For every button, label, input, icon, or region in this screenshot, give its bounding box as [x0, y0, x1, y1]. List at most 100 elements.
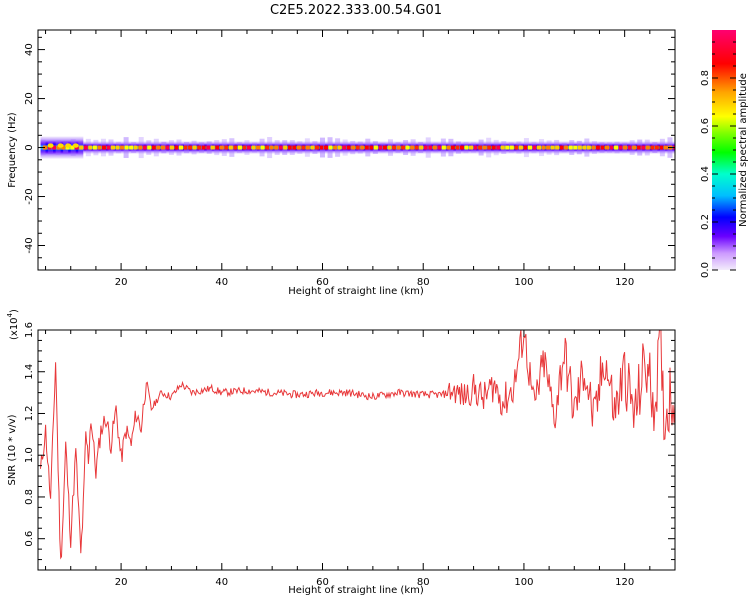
- ridge-hotspot: [269, 145, 274, 150]
- x-tick-label: 80: [417, 577, 430, 588]
- colorbar-tick-label: 0.8: [700, 70, 711, 86]
- ridge-hotspot: [61, 145, 66, 150]
- ridge-hotspot: [555, 145, 560, 150]
- ridge-hotspot: [88, 145, 93, 150]
- multiplier-base: (x10: [9, 317, 20, 340]
- colorbar: 0.0 0.2 0.4 0.6 0.8 Normalized spectral ampl…: [700, 30, 749, 278]
- ridge-hotspot: [627, 145, 632, 150]
- y-tick-label: 20: [24, 92, 35, 105]
- ridge-hotspot: [165, 145, 170, 150]
- ridge-hotspot: [287, 145, 292, 150]
- ridge-hotspot: [79, 145, 84, 150]
- ridge-hotspot: [296, 145, 301, 150]
- x-tick-label: 60: [316, 277, 329, 288]
- y-tick-label: 1.2: [24, 406, 35, 422]
- ridge-hotspot: [314, 145, 319, 150]
- ridge-hotspot: [92, 145, 97, 150]
- snr-series-line: [40, 330, 675, 560]
- ridge-hotspot: [178, 145, 183, 150]
- spectrogram-ticks: 20 40 60 80 100 120 -40 -20 0 20 40: [24, 30, 676, 288]
- ridge-hotspot: [373, 145, 378, 150]
- ridge-hotspot: [47, 143, 54, 148]
- ridge-hotspot: [369, 145, 374, 150]
- ridge-hotspot: [582, 145, 587, 150]
- y-tick-label: 0: [24, 144, 35, 150]
- x-tick-label: 120: [615, 577, 634, 588]
- ridge-fringe: [63, 142, 69, 153]
- y-tick-label: 0.8: [24, 489, 35, 505]
- ridge-hotspot: [278, 145, 283, 150]
- ridge-hotspot: [283, 145, 288, 150]
- ridge-hotspot: [654, 145, 659, 150]
- ridge-hotspot: [115, 145, 120, 150]
- multiplier-exp: 4: [6, 312, 14, 317]
- ridge-hotspot: [151, 145, 156, 150]
- ridge-hotspot: [219, 145, 224, 150]
- ridge-hotspot: [663, 145, 668, 150]
- ridge-hotspot: [609, 145, 614, 150]
- ridge-hotspot: [70, 145, 75, 150]
- y-tick-label: 40: [24, 43, 35, 56]
- ridge-hotspot: [455, 145, 460, 150]
- snr-ylabel: SNR (10 * v/v): [7, 414, 18, 485]
- ridge-hotspot: [124, 145, 129, 150]
- ridge-hotspot: [120, 145, 125, 150]
- ridge-hotspot: [251, 145, 256, 150]
- ridge-hotspot: [210, 145, 215, 150]
- ridge-hotspot: [478, 145, 483, 150]
- ridge-hotspot: [532, 145, 537, 150]
- ridge-hotspot: [659, 145, 664, 150]
- ridge-hotspot: [573, 145, 578, 150]
- ridge-hotspot: [632, 145, 637, 150]
- ridge-hotspot: [197, 145, 202, 150]
- ridge-hotspot: [65, 143, 72, 148]
- ridge-hotspot: [450, 145, 455, 150]
- ridge-fringe: [652, 142, 658, 153]
- ridge-fringe: [629, 140, 635, 155]
- ridge-hotspot: [423, 145, 428, 150]
- ridge-hotspot: [52, 145, 57, 150]
- ridge-fringe: [153, 138, 159, 157]
- ridge-hotspot: [614, 145, 619, 150]
- ridge-hotspot: [496, 145, 501, 150]
- ridge-hotspot: [147, 145, 152, 150]
- ridge-hotspot: [387, 145, 392, 150]
- ridge-hotspot: [568, 145, 573, 150]
- ridge-fringe: [289, 140, 295, 155]
- ridge-hotspot: [106, 145, 111, 150]
- ridge-hotspot: [618, 145, 623, 150]
- ridge-hotspot: [636, 145, 641, 150]
- ridge-fringe: [516, 141, 522, 154]
- ridge-hotspot: [351, 145, 356, 150]
- ridge-fringe: [561, 142, 567, 153]
- ridge-fringe: [539, 139, 545, 157]
- ridge-hotspot: [382, 145, 387, 150]
- ridge-fringe: [221, 139, 227, 156]
- colorbar-ticks: 0.0 0.2 0.4 0.6 0.8: [700, 41, 736, 278]
- ridge-hotspot: [228, 145, 233, 150]
- ridge-hotspot: [224, 145, 229, 150]
- ridge-hotspot: [428, 145, 433, 150]
- ridge-hotspot: [328, 145, 333, 150]
- ridge-hotspot: [605, 145, 610, 150]
- colorbar-tick-label: 0.4: [700, 166, 711, 182]
- x-tick-label: 80: [417, 277, 430, 288]
- ridge-hotspot: [57, 143, 64, 148]
- ridge-hotspot: [206, 145, 211, 150]
- ridge-hotspot: [586, 145, 591, 150]
- figure-title: C2E5.2022.333.00.54.G01: [270, 3, 442, 18]
- ridge-hotspot: [174, 145, 179, 150]
- ridge-hotspot: [527, 145, 532, 150]
- spectrogram-frame: [37, 29, 676, 271]
- x-tick-label: 20: [115, 277, 128, 288]
- ridge-hotspot: [201, 145, 206, 150]
- ridge-fringe: [448, 138, 454, 157]
- ridge-hotspot: [364, 145, 369, 150]
- ridge-hotspot: [133, 145, 138, 150]
- ridge-hotspot: [138, 145, 143, 150]
- ridge-hotspot: [142, 145, 147, 150]
- snr-ticks: 20 40 60 80 100 120 0.6 0.8 1.0 1.2 1.4 1.6: [24, 322, 676, 588]
- ridge-hotspot: [83, 145, 88, 150]
- ridge-hotspot: [319, 145, 324, 150]
